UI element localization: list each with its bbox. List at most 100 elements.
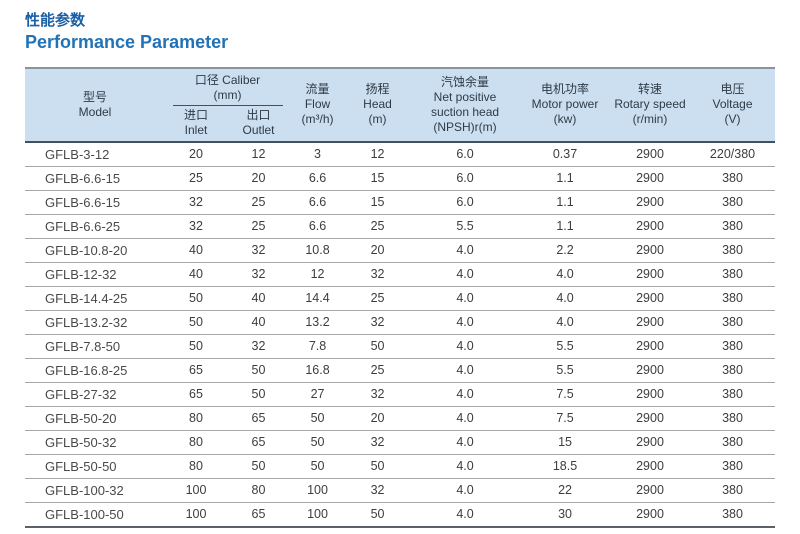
page-title-en: Performance Parameter [25, 32, 229, 52]
table-row: GFLB-13.2-32 50 40 13.2 32 4.0 4.0 2900 380 [25, 310, 776, 335]
value-cell: 380 [690, 190, 776, 215]
value-cell: 6.0 [410, 190, 521, 215]
value-cell: 10.8 [290, 238, 346, 263]
value-cell: 6.0 [410, 166, 521, 191]
value-cell: 2900 [610, 141, 691, 167]
col-header-flow-en: Flow [304, 97, 331, 112]
table-header: 型号 Model 口径 Caliber (mm) 流量 Flow (m³/h) … [25, 66, 776, 143]
table-row: GFLB-27-32 65 50 27 32 4.0 7.5 2900 380 [25, 382, 776, 407]
value-cell: 15 [520, 430, 611, 455]
value-cell: 2900 [610, 214, 691, 239]
value-cell: 40 [165, 262, 227, 287]
value-cell: 80 [227, 478, 291, 503]
col-header-outlet-en: Outlet [242, 122, 275, 137]
table-row: GFLB-6.6-15 25 20 6.6 15 6.0 1.1 2900 380 [25, 166, 776, 191]
value-cell: 13.2 [290, 310, 346, 335]
page-title-zh: 性能参数 [25, 12, 86, 29]
value-cell: 6.6 [290, 166, 346, 191]
value-cell: 2900 [610, 502, 691, 528]
value-cell: 7.5 [520, 382, 611, 407]
value-cell: 32 [227, 262, 291, 287]
value-cell: 25 [345, 358, 411, 383]
col-header-rotary-speed: 转速 Rotary speed (r/min) [610, 66, 691, 143]
value-cell: 4.0 [520, 286, 611, 311]
value-cell: 50 [345, 454, 411, 479]
value-cell: 2900 [610, 238, 691, 263]
col-header-head-zh: 扬程 [365, 82, 390, 97]
value-cell: 1.1 [520, 166, 611, 191]
value-cell: 2900 [610, 358, 691, 383]
col-header-caliber-label: 口径 Caliber [194, 72, 261, 87]
value-cell: 5.5 [520, 358, 611, 383]
value-cell: 32 [227, 334, 291, 359]
table-row: GFLB-16.8-25 65 50 16.8 25 4.0 5.5 2900 380 [25, 358, 776, 383]
value-cell: 65 [165, 358, 227, 383]
value-cell: 16.8 [290, 358, 346, 383]
value-cell: 65 [165, 382, 227, 407]
col-header-flow-zh: 流量 [305, 82, 330, 97]
model-cell: GFLB-12-32 [25, 262, 165, 287]
value-cell: 6.6 [290, 190, 346, 215]
value-cell: 32 [227, 238, 291, 263]
value-cell: 40 [165, 238, 227, 263]
value-cell: 4.0 [410, 262, 521, 287]
value-cell: 32 [345, 430, 411, 455]
value-cell: 65 [227, 502, 291, 528]
value-cell: 2900 [610, 478, 691, 503]
value-cell: 50 [290, 406, 346, 431]
col-header-motor-power-en: Motor power [531, 97, 599, 112]
value-cell: 3 [290, 141, 346, 167]
model-cell: GFLB-27-32 [25, 382, 165, 407]
table-row: GFLB-6.6-15 32 25 6.6 15 6.0 1.1 2900 380 [25, 190, 776, 215]
value-cell: 380 [690, 406, 776, 431]
value-cell: 380 [690, 502, 776, 528]
col-header-head: 扬程 Head (m) [345, 66, 411, 143]
col-header-rotary-speed-zh: 转速 [638, 82, 663, 97]
value-cell: 380 [690, 238, 776, 263]
value-cell: 25 [165, 166, 227, 191]
value-cell: 20 [165, 141, 227, 167]
value-cell: 380 [690, 262, 776, 287]
value-cell: 50 [227, 358, 291, 383]
value-cell: 5.5 [410, 214, 521, 239]
value-cell: 6.6 [290, 214, 346, 239]
col-header-inlet-en: Inlet [184, 122, 208, 137]
model-cell: GFLB-3-12 [25, 141, 165, 167]
value-cell: 15 [345, 190, 411, 215]
col-header-caliber-group: 口径 Caliber (mm) [165, 66, 291, 106]
value-cell: 80 [165, 406, 227, 431]
value-cell: 6.0 [410, 141, 521, 167]
col-header-npsh: 汽蚀余量 Net positive suction head (NPSH)r(m… [410, 66, 521, 143]
table-row: GFLB-50-50 80 50 50 50 4.0 18.5 2900 380 [25, 454, 776, 479]
table-row: GFLB-100-50 100 65 100 50 4.0 30 2900 380 [25, 502, 776, 528]
value-cell: 4.0 [410, 478, 521, 503]
col-header-rotary-speed-unit: (r/min) [632, 112, 668, 127]
value-cell: 2.2 [520, 238, 611, 263]
table-row: GFLB-7.8-50 50 32 7.8 50 4.0 5.5 2900 380 [25, 334, 776, 359]
model-cell: GFLB-6.6-15 [25, 190, 165, 215]
model-cell: GFLB-16.8-25 [25, 358, 165, 383]
col-header-outlet: 出口 Outlet [227, 105, 291, 143]
value-cell: 50 [165, 310, 227, 335]
value-cell: 18.5 [520, 454, 611, 479]
col-header-npsh-en2: suction head [430, 104, 500, 119]
value-cell: 12 [290, 262, 346, 287]
value-cell: 50 [227, 454, 291, 479]
value-cell: 4.0 [520, 310, 611, 335]
value-cell: 2900 [610, 334, 691, 359]
value-cell: 2900 [610, 430, 691, 455]
col-header-caliber-unit: (mm) [213, 87, 242, 102]
value-cell: 4.0 [520, 262, 611, 287]
value-cell: 50 [165, 286, 227, 311]
value-cell: 380 [690, 286, 776, 311]
table-row: GFLB-14.4-25 50 40 14.4 25 4.0 4.0 2900 380 [25, 286, 776, 311]
col-header-npsh-zh: 汽蚀余量 [441, 74, 490, 89]
col-header-voltage-zh: 电压 [720, 82, 745, 97]
value-cell: 2900 [610, 382, 691, 407]
value-cell: 2900 [610, 166, 691, 191]
value-cell: 27 [290, 382, 346, 407]
value-cell: 380 [690, 334, 776, 359]
model-cell: GFLB-100-50 [25, 502, 165, 528]
col-header-model: 型号 Model [25, 66, 165, 143]
value-cell: 4.0 [410, 454, 521, 479]
